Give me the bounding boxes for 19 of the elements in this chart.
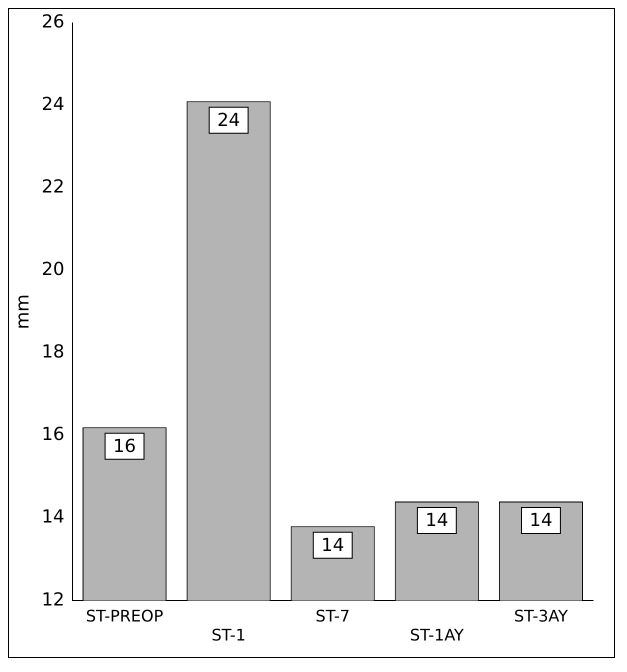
y-tick-label: 22	[42, 176, 65, 198]
y-tick-label: 16	[42, 424, 65, 446]
x-tick-label: ST-7	[316, 606, 350, 626]
y-tick-label: 26	[42, 11, 65, 32]
y-tick-label: 12	[42, 589, 65, 610]
data-label: 14	[321, 534, 344, 556]
y-tick-label: 18	[42, 342, 65, 363]
data-label: 14	[425, 510, 448, 532]
x-tick-label: ST-3AY	[514, 606, 568, 626]
data-label: 14	[529, 510, 552, 532]
y-tick-label: 20	[42, 259, 65, 280]
y-tick-label: 24	[42, 94, 65, 116]
data-label: 16	[113, 436, 136, 457]
x-tick-label: ST-PREOP	[86, 606, 164, 626]
x-tick-label: ST-1	[211, 626, 246, 645]
x-tick-label: ST-1AY	[410, 626, 464, 645]
y-tick-label: 14	[42, 506, 65, 528]
y-axis-title: mm	[12, 294, 34, 330]
data-label: 24	[217, 110, 240, 131]
